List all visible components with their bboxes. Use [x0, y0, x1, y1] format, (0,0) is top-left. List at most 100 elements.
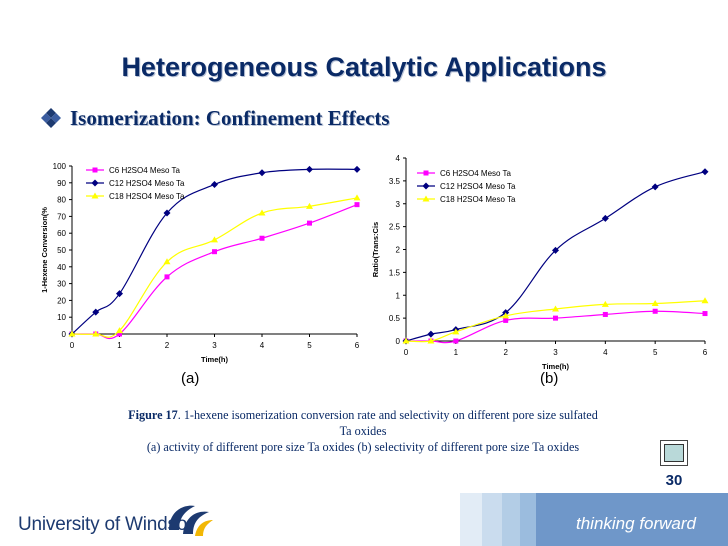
chart-a-y-tick-label: 50: [57, 246, 66, 255]
chart-b-y-tick-label: 1: [396, 291, 401, 300]
chart-a-y-tick-label: 40: [57, 263, 66, 272]
chart-a-point-diamond: [306, 165, 313, 173]
chart-a-y-tick-label: 70: [57, 212, 66, 221]
chart-a-x-axis-label: Time(h): [201, 355, 228, 364]
chart-a-y-tick-label: 10: [57, 313, 66, 322]
chart-a-legend-label: C12 H2SO4 Meso Ta: [109, 179, 185, 188]
chart-a-point-diamond: [163, 209, 171, 217]
chart-b-x-tick-label: 6: [703, 348, 708, 357]
chart-b-legend-label: C18 H2SO4 Meso Ta: [440, 195, 516, 204]
chart-b-series-line-triangle: [405, 300, 706, 343]
chart-a-point-square: [307, 220, 312, 226]
page-number: 30: [665, 472, 683, 489]
chart-b-y-tick-label: 2: [396, 246, 401, 255]
chart-b-point-triangle: [701, 297, 709, 304]
chart-a-point-diamond: [116, 290, 123, 298]
chart-a-legend-marker: [91, 179, 99, 187]
chart-a-point-square: [212, 249, 217, 255]
chart-b-x-tick-label: 3: [553, 348, 558, 357]
chart-b-x-tick-label: 0: [404, 348, 409, 357]
chart-a-point-triangle: [353, 194, 361, 201]
chart-b-point-square: [453, 338, 459, 344]
chart-b-point-diamond: [701, 168, 709, 176]
chart-b-point-diamond: [651, 183, 659, 191]
chart-a-series-line-diamond: [71, 168, 358, 335]
chart-a-series-line-triangle: [71, 197, 358, 338]
panel-label-b: (b): [540, 370, 559, 387]
chart-a-y-tick-label: 30: [57, 280, 66, 289]
chart-a-y-tick-label: 0: [62, 330, 67, 339]
chart-b-x-axis-label: Time(h): [542, 362, 569, 371]
page-nav-icon[interactable]: [660, 440, 688, 466]
chart-a-x-tick-label: 1: [117, 341, 122, 350]
chart-a-y-axis-label: 1-Hexene Conversion(%: [40, 207, 49, 293]
chart-b-point-triangle: [452, 328, 460, 335]
figure-caption: Figure 17. 1-hexene isomerization conver…: [88, 407, 638, 455]
chart-a-point-diamond: [92, 308, 100, 316]
chart-b-point-square: [602, 311, 608, 317]
chart-a-point-diamond: [211, 180, 218, 188]
university-logo-icon: [169, 505, 213, 536]
chart-b-legend-label: C12 H2SO4 Meso Ta: [440, 182, 516, 191]
caption-line-2: Ta oxides: [339, 424, 387, 438]
chart-b-point-diamond: [601, 214, 609, 222]
chart-a-x-tick-label: 5: [307, 341, 312, 350]
chart-a-y-tick-label: 60: [57, 229, 66, 238]
chart-a-point-triangle: [68, 330, 76, 337]
chart-b-y-tick-label: 3.5: [389, 177, 401, 186]
chart-b-legend-marker: [422, 182, 430, 190]
chart-a-point-diamond: [258, 169, 266, 177]
chart-b-legend-marker: [423, 170, 429, 176]
chart-b-point-triangle: [552, 305, 559, 312]
chart-b-x-tick-label: 1: [454, 348, 459, 357]
chart-a-point-square: [259, 235, 265, 241]
chart-b-legend-marker: [422, 195, 430, 202]
chart-a-y-tick-label: 20: [57, 296, 66, 305]
chart-a-point-square: [354, 202, 360, 208]
chart-b-point-square: [702, 311, 708, 317]
chart-a-y-tick-label: 90: [57, 179, 66, 188]
chart-a-point-triangle: [116, 327, 123, 334]
chart-b-y-tick-label: 0.5: [389, 314, 401, 323]
chart-a-y-tick-label: 80: [57, 196, 66, 205]
university-name: University of Windsor: [18, 514, 194, 535]
chart-a-legend-marker: [91, 192, 99, 199]
chart-a-x-tick-label: 0: [70, 341, 75, 350]
chart-a-point-diamond: [353, 165, 361, 173]
chart-a-x-tick-label: 6: [355, 341, 360, 350]
chart-b-y-tick-label: 0: [396, 337, 401, 346]
chart-a-point-triangle: [163, 258, 171, 265]
chart-b-x-tick-label: 2: [503, 348, 508, 357]
tagline: thinking forward: [576, 514, 697, 533]
chart-b-point-square: [553, 315, 558, 321]
chart-b-point-triangle: [427, 337, 435, 344]
chart-b-y-tick-label: 3: [396, 200, 401, 209]
chart-b-point-triangle: [601, 300, 609, 307]
diamond-bullet-icon: [41, 108, 61, 128]
chart-a-point-square: [117, 331, 122, 337]
chart-a-point-triangle: [258, 209, 266, 216]
chart-b-y-tick-label: 4: [396, 154, 401, 163]
chart-a-x-tick-label: 2: [165, 341, 170, 350]
chart-a-x-tick-label: 3: [212, 341, 217, 350]
chart-b-point-triangle: [402, 337, 410, 344]
chart-a-point-triangle: [92, 330, 100, 337]
slide-title: Heterogeneous Catalytic Applications: [121, 52, 607, 82]
chart-a-y-tick-label: 100: [53, 162, 67, 171]
caption-line-1: Figure 17. 1-hexene isomerization conver…: [88, 407, 638, 423]
footer-bar: [0, 493, 728, 546]
chart-b-point-triangle: [651, 299, 659, 306]
chart-a-point-triangle: [211, 236, 218, 243]
chart-b-legend-label: C6 H2SO4 Meso Ta: [440, 169, 512, 178]
bullet-row: Isomerization: Confinement Effects: [40, 103, 390, 133]
caption-figure-number: Figure 17: [128, 408, 178, 422]
chart-b-x-tick-label: 4: [603, 348, 608, 357]
chart-b-y-tick-label: 1.5: [389, 268, 401, 277]
chart-b-series-line-diamond: [405, 171, 706, 342]
caption-text-1: . 1-hexene isomerization conversion rate…: [177, 408, 598, 422]
caption-line-3: (a) activity of different pore size Ta o…: [146, 440, 580, 454]
chart-b-x-tick-label: 5: [653, 348, 658, 357]
chart-a-legend-label: C6 H2SO4 Meso Ta: [109, 166, 181, 175]
